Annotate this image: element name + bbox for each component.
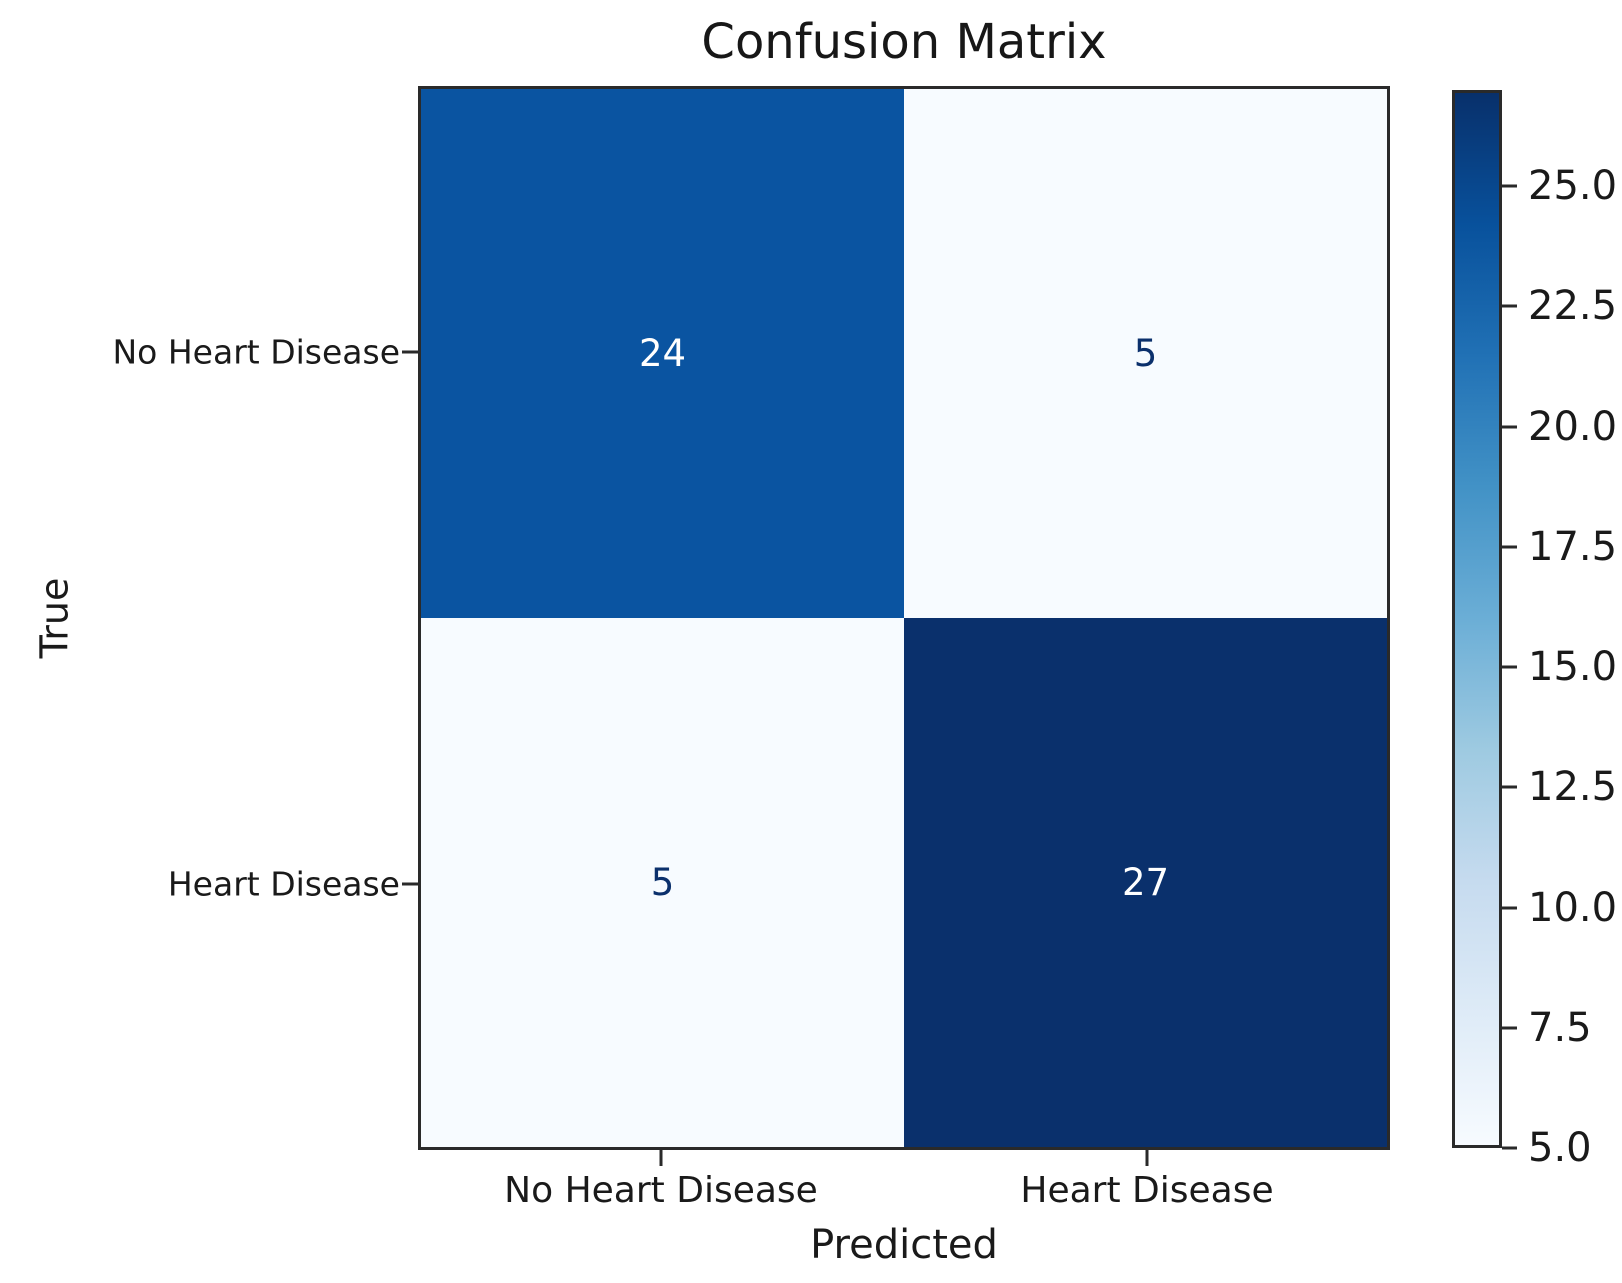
x-tick-mark	[1145, 1150, 1149, 1166]
colorbar-tick-label: 25.0	[1528, 163, 1618, 210]
colorbar-tick-mark	[1502, 184, 1517, 188]
y-tick-label: Heart Disease	[167, 864, 400, 904]
y-tick-label: No Heart Disease	[112, 332, 401, 372]
colorbar-tick-label: 5.0	[1528, 1125, 1592, 1171]
heatmap-plot: 24 5 5 27	[418, 86, 1390, 1150]
heatmap-cell-no-heart-disease-heart-disease: 5	[904, 89, 1387, 618]
colorbar-tick-mark	[1502, 785, 1517, 789]
heatmap-cell-heart-disease-no-heart-disease: 5	[421, 618, 904, 1147]
colorbar-tick-label: 17.5	[1528, 523, 1618, 570]
x-axis-label: Predicted	[810, 1222, 998, 1268]
colorbar-tick-mark	[1502, 545, 1517, 549]
y-axis-label: True	[32, 577, 77, 659]
colorbar-tick-mark	[1502, 304, 1517, 308]
colorbar-tick-label: 7.5	[1528, 1004, 1592, 1051]
y-tick-mark	[402, 882, 418, 886]
colorbar-tick-mark	[1502, 906, 1517, 910]
colorbar	[1452, 90, 1502, 1148]
colorbar-tick-mark	[1502, 1026, 1517, 1030]
x-tick-mark	[659, 1150, 663, 1166]
colorbar-tick-mark	[1502, 425, 1517, 429]
heatmap-cell-no-heart-disease-no-heart-disease: 24	[421, 89, 904, 618]
x-tick-label: No Heart Disease	[504, 1170, 818, 1211]
colorbar-tick-mark	[1502, 665, 1517, 669]
colorbar-tick-label: 22.5	[1528, 283, 1618, 330]
colorbar-tick-label: 20.0	[1528, 403, 1618, 450]
colorbar-tick-label: 10.0	[1528, 884, 1618, 931]
y-tick-mark	[402, 350, 418, 354]
x-tick-label: Heart Disease	[1020, 1170, 1274, 1211]
colorbar-tick-mark	[1502, 1146, 1517, 1150]
chart-title: Confusion Matrix	[701, 14, 1107, 70]
heatmap-cell-heart-disease-heart-disease: 27	[904, 618, 1387, 1147]
colorbar-tick-label: 15.0	[1528, 644, 1618, 691]
colorbar-tick-label: 12.5	[1528, 764, 1618, 811]
